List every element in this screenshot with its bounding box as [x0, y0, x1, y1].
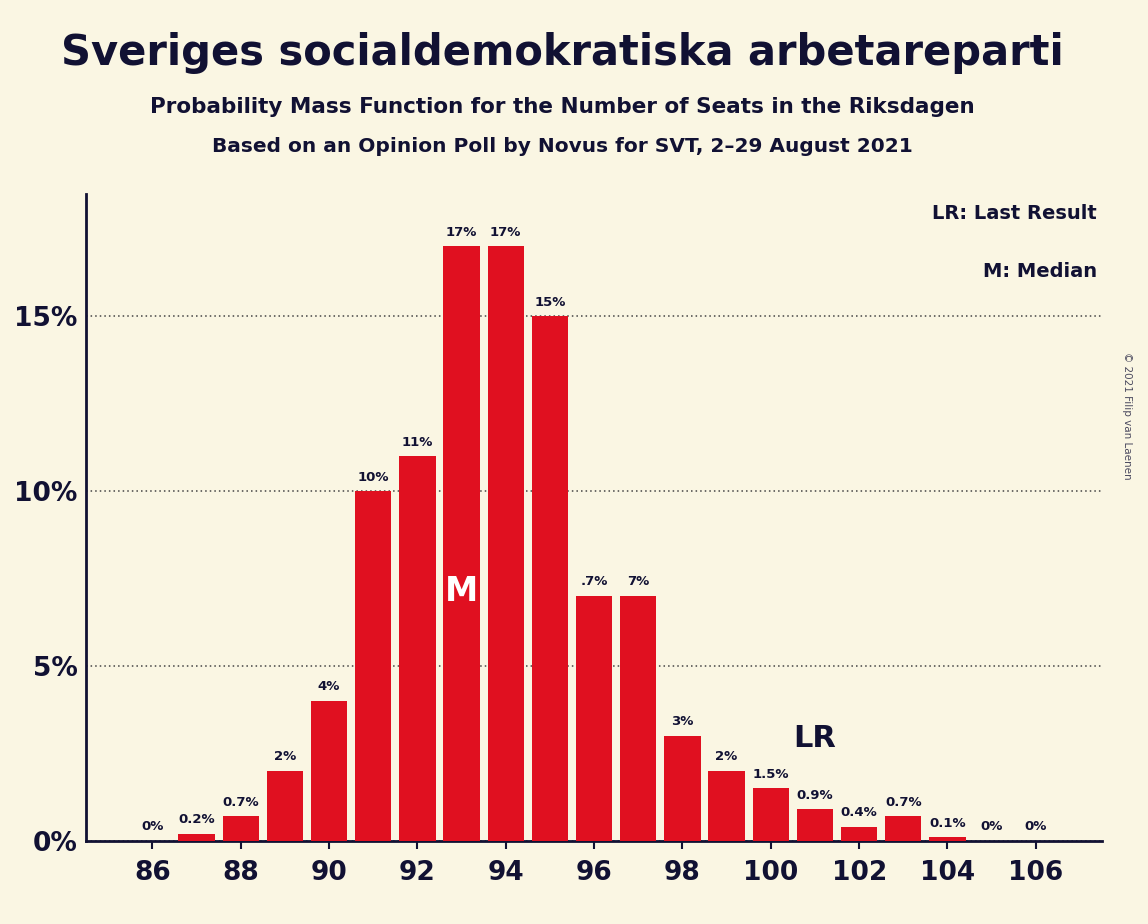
Text: 0.7%: 0.7% [223, 796, 259, 808]
Text: 2%: 2% [715, 750, 738, 763]
Text: 0%: 0% [141, 821, 163, 833]
Text: Based on an Opinion Poll by Novus for SVT, 2–29 August 2021: Based on an Opinion Poll by Novus for SV… [212, 137, 913, 156]
Bar [797, 809, 833, 841]
Text: LR: Last Result: LR: Last Result [932, 204, 1097, 223]
Text: 4%: 4% [318, 680, 340, 693]
Text: 1.5%: 1.5% [753, 768, 789, 781]
Text: 11%: 11% [402, 435, 433, 448]
Text: 0%: 0% [980, 821, 1003, 833]
Text: 0.4%: 0.4% [840, 806, 877, 820]
Text: 0.2%: 0.2% [178, 813, 215, 826]
Bar [355, 492, 391, 841]
Text: 17%: 17% [490, 225, 521, 238]
Bar [665, 736, 700, 841]
Bar [885, 817, 922, 841]
Text: © 2021 Filip van Laenen: © 2021 Filip van Laenen [1123, 352, 1132, 480]
Text: 10%: 10% [357, 470, 389, 483]
Bar [266, 771, 303, 841]
Text: 0.7%: 0.7% [885, 796, 922, 808]
Text: LR: LR [793, 724, 837, 753]
Bar [400, 456, 435, 841]
Bar [576, 596, 612, 841]
Text: 15%: 15% [534, 296, 566, 309]
Bar [708, 771, 745, 841]
Text: 0.9%: 0.9% [797, 789, 833, 802]
Text: 17%: 17% [445, 225, 478, 238]
Bar [488, 247, 523, 841]
Bar [753, 788, 789, 841]
Bar [443, 247, 480, 841]
Text: .7%: .7% [581, 576, 607, 589]
Text: Sveriges socialdemokratiska arbetareparti: Sveriges socialdemokratiska arbetarepart… [61, 32, 1064, 74]
Text: 2%: 2% [273, 750, 296, 763]
Bar [532, 316, 568, 841]
Text: M: Median: M: Median [983, 262, 1097, 281]
Bar [178, 833, 215, 841]
Text: 0.1%: 0.1% [929, 817, 965, 830]
Bar [223, 817, 258, 841]
Bar [841, 827, 877, 841]
Text: M: M [445, 575, 479, 608]
Text: 0%: 0% [1025, 821, 1047, 833]
Text: 7%: 7% [627, 576, 650, 589]
Text: 3%: 3% [672, 715, 693, 728]
Bar [311, 701, 347, 841]
Bar [620, 596, 657, 841]
Bar [930, 837, 965, 841]
Text: Probability Mass Function for the Number of Seats in the Riksdagen: Probability Mass Function for the Number… [150, 97, 975, 117]
